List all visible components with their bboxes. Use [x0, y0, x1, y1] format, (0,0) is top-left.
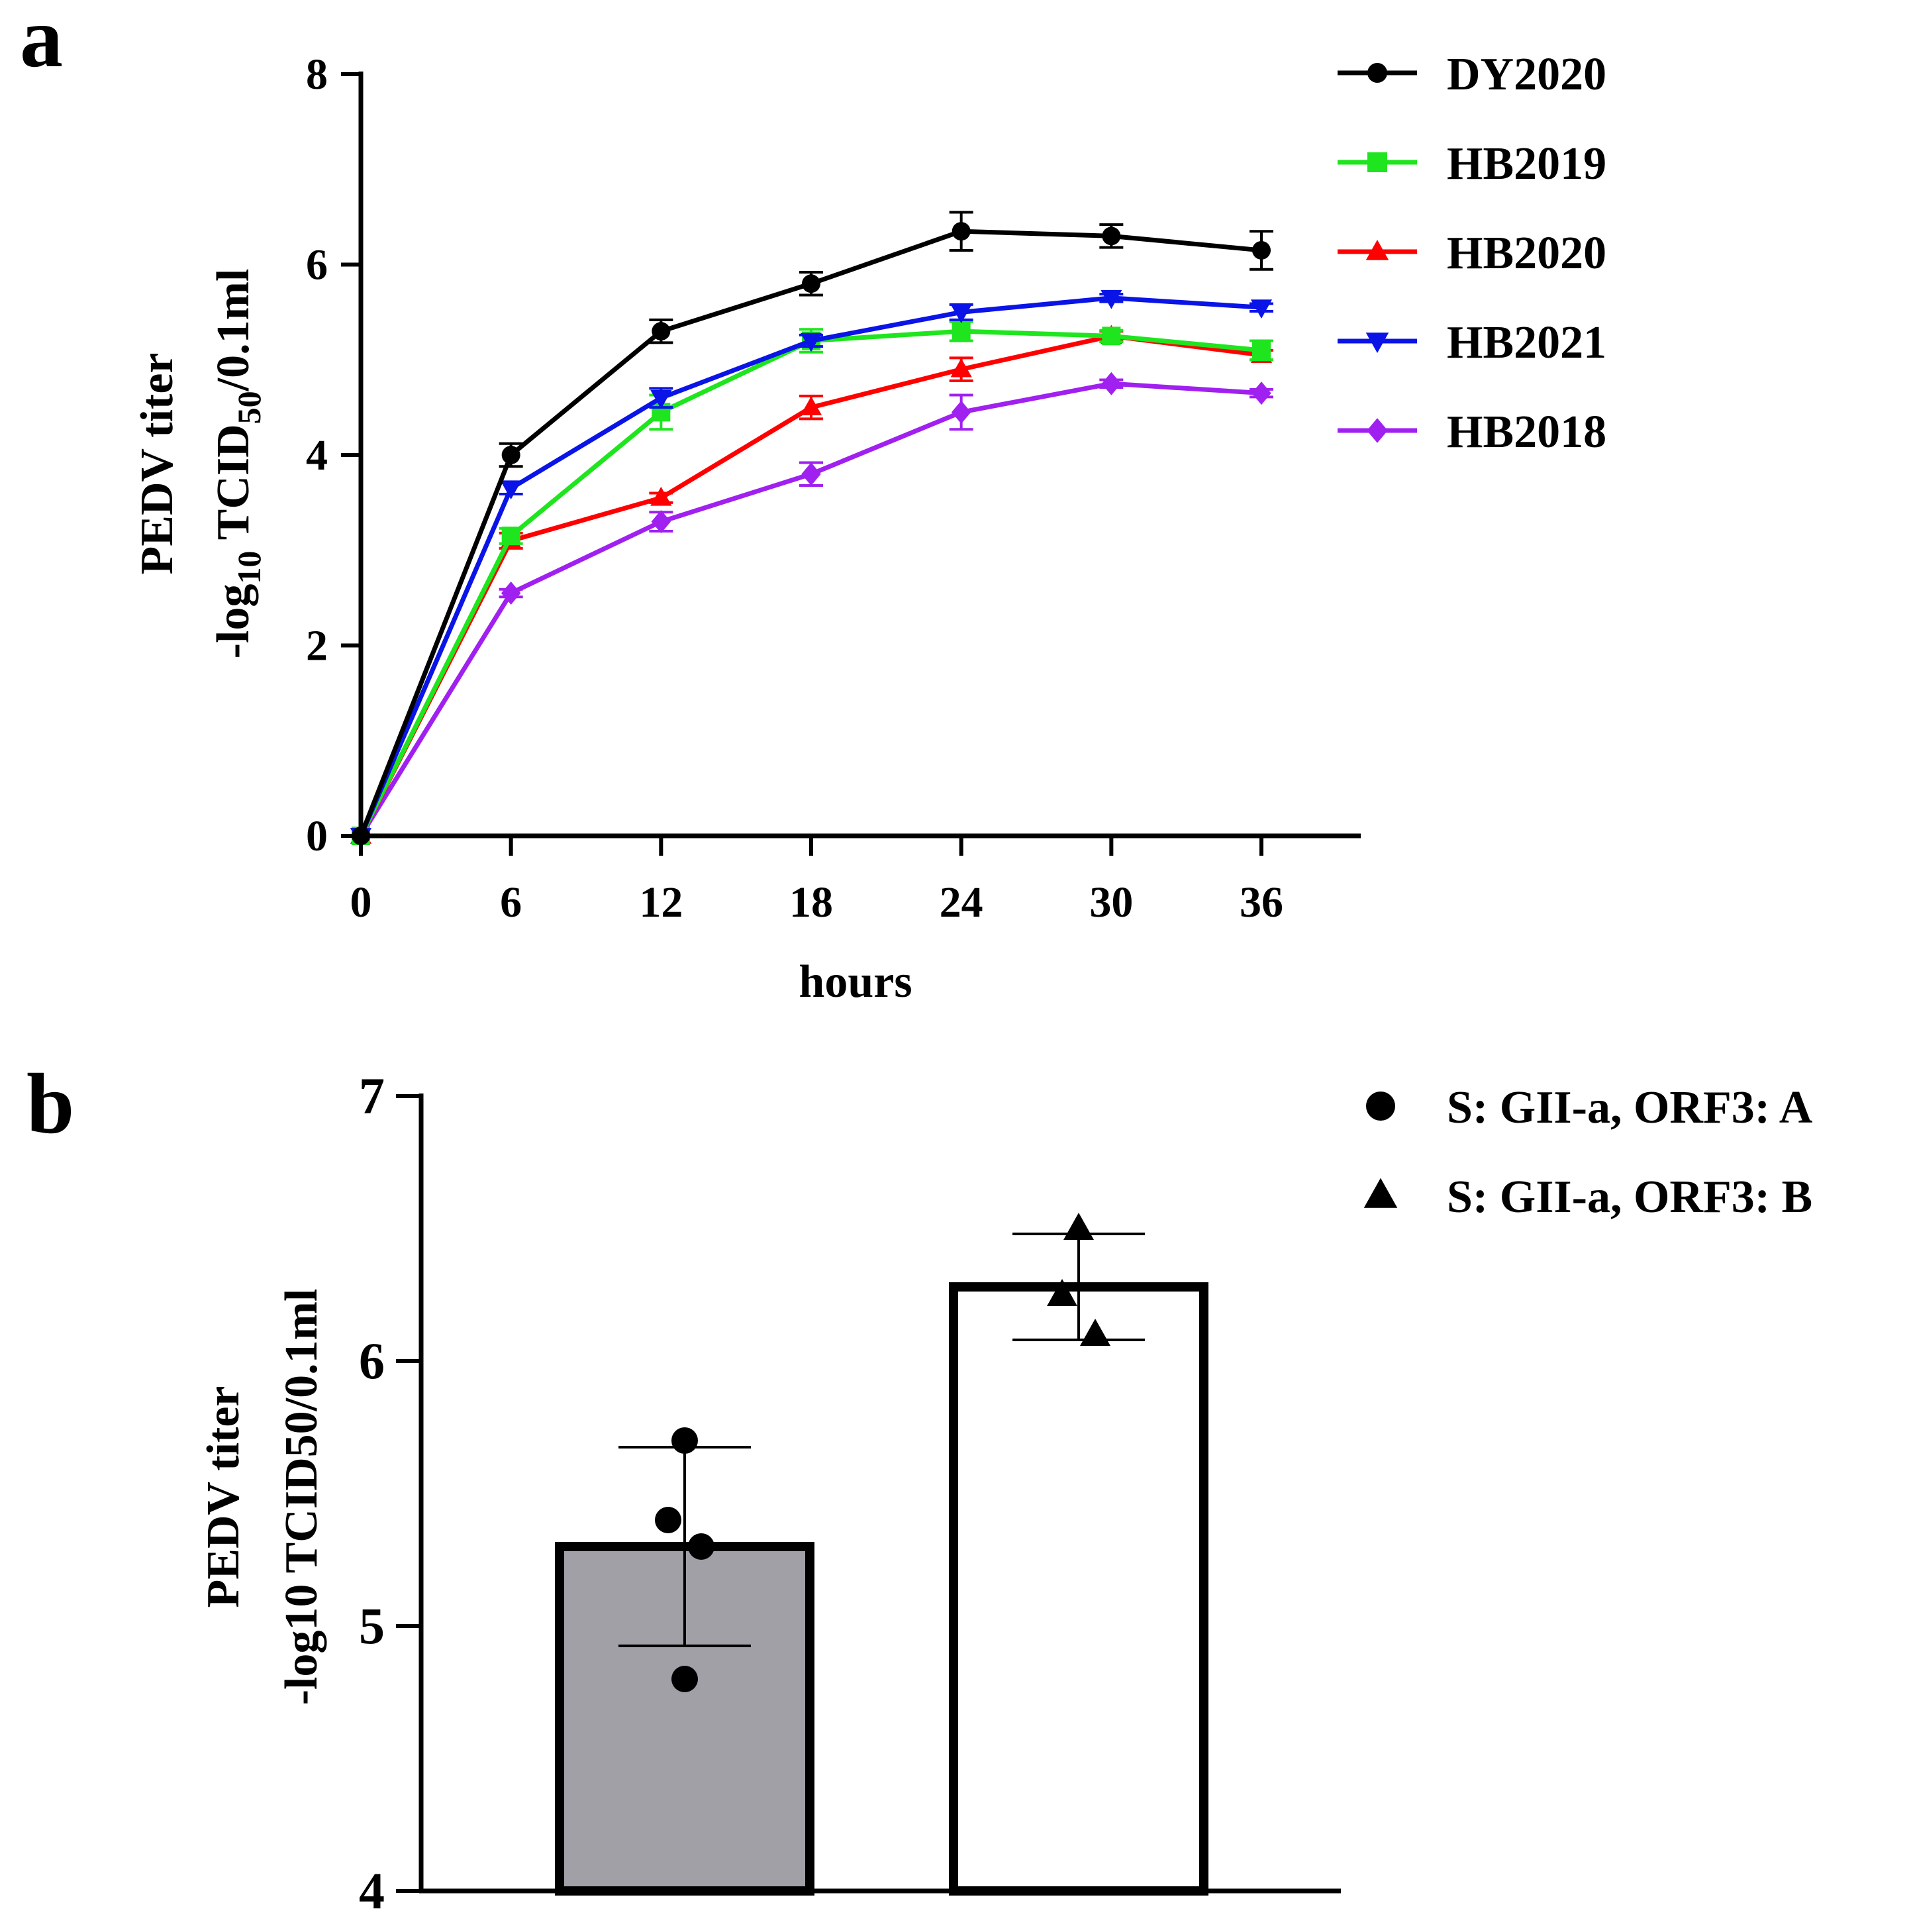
panel-a-x-tick-label: 12 — [639, 878, 683, 927]
panel-a-y-tick-label: 2 — [306, 622, 328, 670]
panel-a-y-tick-label: 8 — [306, 50, 328, 99]
panel-a-y-tick-label: 6 — [306, 241, 328, 289]
data-point-orf3-b — [1063, 1213, 1094, 1240]
data-point-orf3-a — [655, 1507, 681, 1533]
point-hb2018 — [951, 400, 971, 424]
panel-b-letter: b — [26, 1056, 74, 1152]
point-dy2020 — [1252, 240, 1271, 260]
panel-b-y-tick-label: 7 — [359, 1067, 385, 1125]
point-hb2018 — [1101, 372, 1122, 395]
line-hb2018 — [359, 381, 1262, 837]
point-hb2020 — [950, 358, 972, 378]
panel-a-legend: DY2020 HB2019 HB2020 HB2021 HB2018 — [1338, 49, 1606, 458]
legend-label-hb2021: HB2021 — [1447, 317, 1606, 368]
legend-marker-hb2020 — [1365, 240, 1389, 260]
point-hb2019 — [1252, 340, 1271, 360]
panel-a-y-tick-label: 0 — [306, 812, 328, 860]
point-hb2019 — [501, 527, 520, 546]
point-hb2020 — [650, 486, 672, 506]
panel-a-y-tick-label: 4 — [306, 431, 328, 480]
point-hb2019 — [1102, 327, 1121, 346]
point-dy2020 — [802, 274, 820, 293]
panel-a-x-tick-label: 6 — [500, 878, 522, 927]
panel-b-y-tick-label: 4 — [359, 1862, 385, 1919]
point-hb2018 — [1251, 381, 1271, 405]
point-hb2021 — [1250, 299, 1273, 319]
legend-marker-orf3-a — [1366, 1092, 1395, 1121]
panel-a-x-tick-label: 18 — [789, 878, 833, 927]
data-point-orf3-a — [671, 1666, 698, 1692]
data-point-orf3-b — [1080, 1319, 1110, 1346]
line-dy2020 — [358, 229, 1262, 837]
legend-marker-hb2018 — [1367, 418, 1388, 443]
data-point-orf3-a — [671, 1427, 698, 1454]
legend-marker-dy2020 — [1367, 63, 1387, 83]
point-dy2020 — [1102, 227, 1121, 246]
panel-a-x-tick-label: 36 — [1240, 878, 1283, 927]
panel-a-ylabel-line2: -log10 TCID50/0.1ml — [208, 269, 268, 659]
legend-label-hb2018: HB2018 — [1447, 407, 1606, 458]
legend-label-dy2020: DY2020 — [1447, 49, 1606, 100]
bar-orf3-b — [949, 1282, 1208, 1896]
legend-label-hb2019: HB2019 — [1447, 138, 1606, 189]
legend-label-hb2020: HB2020 — [1447, 228, 1606, 279]
panel-b-y-tick-label: 5 — [359, 1597, 385, 1654]
panel-b-ylabel-line2: -log10 TCID50/0.1ml — [276, 1289, 327, 1705]
data-point-orf3-a — [688, 1533, 714, 1560]
point-hb2018 — [801, 462, 821, 486]
panel-a-x-tick-label: 30 — [1089, 878, 1133, 927]
panel-b-ylabel-line1: PEDV titer — [198, 1386, 249, 1608]
data-point-orf3-b — [1047, 1279, 1077, 1306]
bar-group-orf3-a — [555, 1427, 814, 1896]
series-hb2018 — [351, 372, 1273, 848]
point-dy2020 — [652, 322, 671, 341]
point-dy2020 — [501, 446, 520, 464]
point-dy2020 — [952, 222, 971, 241]
panel-a-xlabel: hours — [799, 956, 912, 1007]
series-hb2021 — [350, 289, 1273, 847]
series-dy2020 — [352, 211, 1273, 845]
point-hb2019 — [952, 322, 971, 341]
point-hb2021 — [800, 332, 822, 352]
legend-marker-hb2019 — [1367, 152, 1387, 172]
panel-a-letter: a — [20, 0, 63, 85]
bar-group-orf3-b — [949, 1213, 1208, 1896]
panel-a-x-tick-label: 24 — [940, 878, 983, 927]
panel-b-bar-chart: b 4 5 6 7 PEDV titer -log10 TCID50/0.1ml S:… — [26, 1056, 1813, 1919]
point-hb2021 — [1101, 289, 1122, 309]
legend-label-orf3-a: S: GII-a, ORF3: A — [1447, 1082, 1813, 1133]
legend-marker-orf3-b — [1363, 1178, 1398, 1208]
point-hb2018 — [651, 510, 671, 534]
panel-a-x-tick-label: 0 — [350, 878, 372, 927]
point-hb2021 — [500, 480, 522, 500]
legend-marker-hb2021 — [1365, 332, 1389, 353]
legend-label-orf3-b: S: GII-a, ORF3: B — [1447, 1172, 1812, 1223]
point-hb2021 — [950, 304, 972, 324]
point-hb2021 — [650, 389, 672, 409]
point-hb2020 — [800, 396, 822, 416]
panel-b-legend: S: GII-a, ORF3: A S: GII-a, ORF3: B — [1363, 1082, 1813, 1223]
panel-b-y-tick-label: 6 — [359, 1332, 385, 1390]
point-hb2018 — [501, 581, 521, 605]
panel-a-ylabel-line1: PEDV titer — [132, 353, 183, 575]
